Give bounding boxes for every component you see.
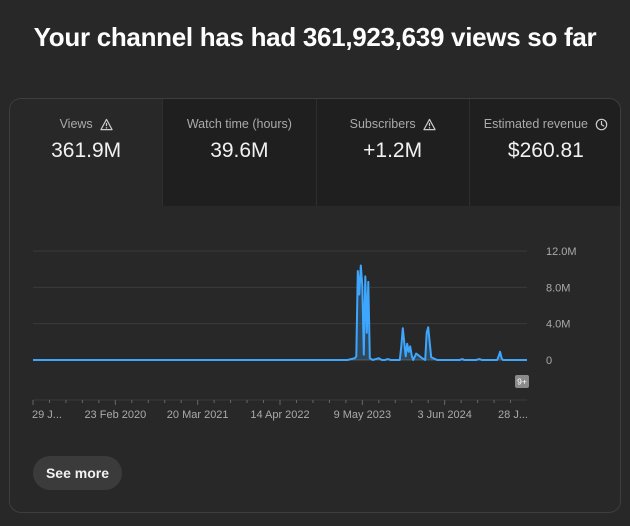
metric-subscribers-label: Subscribers (349, 117, 416, 131)
metric-watch-time-label: Watch time (hours) (186, 117, 292, 131)
x-tick-label: 3 Jun 2024 (417, 409, 471, 421)
x-tick-label: 14 Apr 2022 (250, 409, 309, 421)
series-area (33, 265, 527, 360)
y-tick-label: 4.0M (546, 319, 570, 331)
page-headline: Your channel has had 361,923,639 views s… (33, 22, 597, 52)
x-tick-label: 9 May 2023 (334, 409, 391, 421)
metric-estimated-revenue[interactable]: Estimated revenue $260.81 (468, 99, 620, 206)
y-tick-label: 0 (546, 355, 552, 367)
metric-views-label: Views (59, 117, 93, 131)
series-line (33, 264, 527, 361)
metric-watch-time[interactable]: Watch time (hours) 39.6M (162, 99, 316, 206)
y-tick-label: 8.0M (546, 282, 570, 294)
annotation-badge-text: 9+ (517, 377, 527, 387)
metric-revenue-label: Estimated revenue (483, 117, 588, 131)
x-tick-label: 23 Feb 2020 (84, 409, 146, 421)
x-tick-label: 29 J... (32, 409, 62, 421)
views-line-chart[interactable]: 0 4.0M 8.0M 12.0M 29 J... 23 Feb 2020 20 Mar 2… (10, 206, 621, 436)
annotation-badge[interactable] (515, 375, 529, 388)
warning-icon (100, 118, 113, 130)
metric-revenue-value: $260.81 (507, 139, 584, 162)
x-tick-label: 20 Mar 2021 (167, 409, 229, 421)
warning-icon (422, 118, 436, 130)
see-more-button[interactable]: See more (33, 456, 122, 490)
metric-subscribers[interactable]: Subscribers +1.2M (315, 99, 469, 206)
metric-views[interactable]: Views 361.9M (10, 99, 163, 206)
analytics-card: Views 361.9M Watch time (hours) 39.6M Su… (9, 98, 621, 513)
metric-subscribers-value: +1.2M (363, 139, 423, 162)
metrics-row: Views 361.9M Watch time (hours) 39.6M Su… (10, 99, 620, 206)
clock-icon (595, 118, 608, 130)
metric-watch-time-value: 39.6M (210, 139, 269, 162)
x-tick-label: 28 J... (498, 409, 528, 421)
metric-views-value: 361.9M (51, 139, 122, 162)
y-tick-label: 12.0M (546, 246, 577, 258)
